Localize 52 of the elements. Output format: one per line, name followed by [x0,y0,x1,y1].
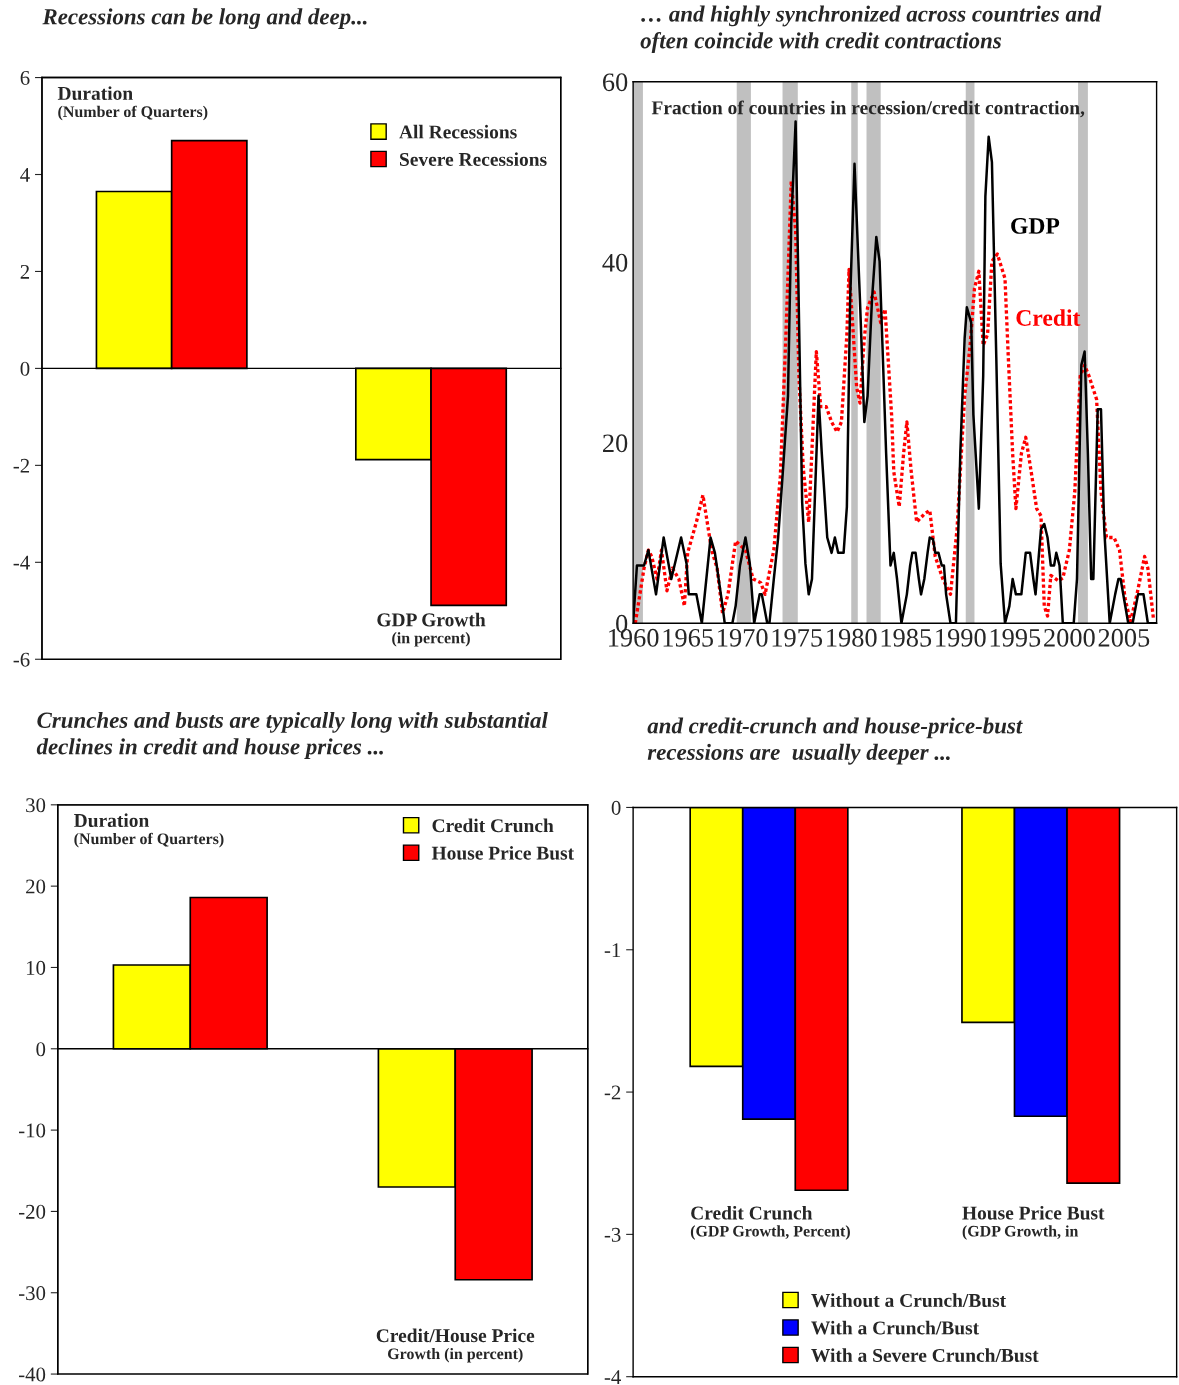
y-tick-label: -2 [13,458,30,473]
x-tick-label: 1995 [990,628,1041,647]
y-tick-label: 4 [20,168,30,182]
y-tick-label: 0 [611,800,621,815]
y-tick-label: -20 [18,1204,46,1219]
legend-label: With a Crunch/Bust [811,1320,980,1335]
legend-label: With a Severe Crunch/Bust [811,1348,1039,1363]
y-tick-label: -10 [18,1123,46,1138]
y-tick-label: -40 [18,1367,46,1382]
y-tick-label: 30 [26,798,46,813]
legend-label: Without a Crunch/Bust [811,1293,1007,1308]
chart-title: Recessions can be long and deep... [42,8,367,30]
chart-title: Crunches and busts are typically long with substantial declines in credit and house prices ... [36,711,548,760]
chart-title: and credit-crunch and house-price-bust recessions are usually deeper ... [647,717,1023,765]
legend-label: All Recessions [399,124,517,139]
y-tick-label: 40 [602,253,628,272]
series-label: GDP [1011,217,1060,234]
y-tick-label: 2 [20,264,30,279]
legend-label: Credit Crunch [432,818,554,833]
series-label: Credit [1016,309,1081,326]
legend-label: House Price Bust [431,846,575,860]
y-tick-label: 0 [36,1042,46,1057]
x-tick-label: 1975 [772,628,823,647]
y-tick-label: 20 [603,434,628,453]
x-tick-label: GDP Growth (in percent) [377,612,486,647]
x-tick-label: Credit/House Price Growth (in percent) [376,1328,535,1363]
y-tick-label: -1 [604,943,621,957]
y-tick-label: 6 [20,70,30,85]
y-tick-label: -4 [13,555,30,570]
x-tick-label: 2000 [1044,628,1095,647]
y-tick-label: 20 [26,879,46,894]
y-tick-label: 0 [20,361,30,376]
x-tick-label: Duration (Number of Quarters) [74,813,224,848]
x-tick-label: 1985 [881,628,932,647]
x-tick-label: 1990 [936,628,986,647]
y-tick-label: -6 [13,652,30,667]
legend-label: Severe Recessions [400,152,547,167]
chart-title: … and highly synchronized across countries and often coincide with credit contractions [640,5,1102,54]
y-tick-label: -4 [604,1370,621,1384]
y-tick-label: 10 [26,960,46,975]
x-tick-label: 1965 [663,628,714,647]
x-tick-label: 2005 [1098,628,1150,647]
x-tick-label: House Price Bust (GDP Growth, in [962,1205,1105,1240]
y-tick-label: -3 [604,1227,621,1242]
y-tick-label: -30 [18,1286,46,1301]
y-tick-label: -2 [604,1085,621,1100]
x-tick-label: 1980 [827,628,877,647]
x-tick-label: Credit Crunch (GDP Growth, Percent) [690,1205,850,1240]
x-tick-label: 1970 [718,628,768,647]
annotation: Fraction of countries in recession/credit contraction, [651,100,1085,118]
x-tick-label: Duration (Number of Quarters) [57,86,208,121]
y-tick-label: 60 [603,73,628,92]
